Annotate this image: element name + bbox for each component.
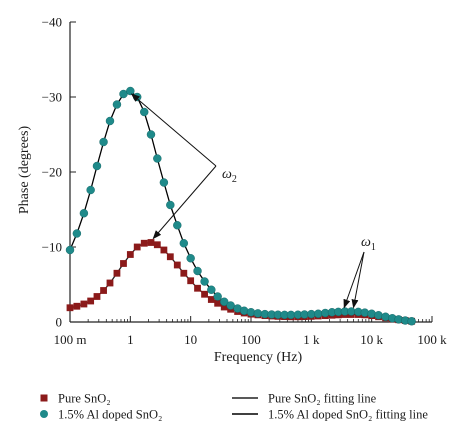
data-point [173, 221, 182, 230]
legend-marker-square [40, 394, 48, 402]
data-point [166, 200, 175, 210]
annotation-omega-2: ω2 [130, 93, 237, 240]
data-point [239, 306, 249, 315]
legend: Pure SnO₂ 1.5% Al doped SnO₂ Pure SnO₂ fit… [40, 392, 428, 422]
data-point [226, 301, 235, 310]
data-point [99, 137, 108, 147]
legend-marker-circle [40, 410, 48, 418]
data-point [207, 285, 216, 294]
data-point [126, 251, 134, 258]
legend-label: 1.5% Al doped SnO₂ fitting line [268, 408, 428, 422]
data-point [186, 254, 195, 263]
x-tick-label: 10 [184, 332, 197, 347]
axes [69, 22, 432, 323]
data-point [179, 239, 189, 248]
y-tick-label: −30 [42, 90, 62, 105]
data-point [180, 269, 188, 277]
legend-item: Pure SnO₂ [40, 392, 111, 406]
data-point [314, 309, 323, 318]
y-tick-label: 0 [56, 315, 63, 330]
data-point [79, 209, 89, 218]
data-point [72, 229, 82, 238]
data-point [253, 309, 263, 318]
data-point [207, 296, 215, 303]
annotation-omega-1: ω1 [343, 235, 376, 309]
data-point [159, 178, 169, 187]
annotation-label: ω1 [361, 235, 376, 253]
data-point [93, 293, 101, 300]
x-axis-ticks: 100 m 1 10 100 1 k 10 k 100 k [54, 316, 447, 347]
x-axis-title: Frequency (Hz) [214, 350, 303, 365]
x-tick-label: 100 [241, 332, 261, 347]
data-point [187, 277, 195, 285]
data-point [200, 277, 209, 286]
data-point [193, 266, 202, 276]
data-point [140, 107, 149, 117]
x-tick-label: 100 m [54, 332, 87, 347]
y-axis-ticks: 0 −10 −20 −30 −40 [42, 15, 76, 330]
data-point [66, 304, 74, 312]
data-point [201, 290, 208, 298]
data-point [105, 116, 115, 126]
data-point [367, 309, 376, 318]
x-tick-label: 10 k [360, 332, 383, 347]
data-point [146, 130, 156, 139]
data-point [214, 299, 222, 307]
data-point [153, 154, 162, 163]
annotation-arrow [343, 251, 365, 309]
legend-label: Pure SnO₂ fitting line [268, 392, 377, 406]
data-point [194, 284, 201, 292]
legend-label: 1.5% Al doped SnO₂ [58, 408, 162, 422]
y-tick-label: −40 [42, 15, 62, 30]
data-point [147, 239, 155, 246]
annotation-arrow [130, 93, 217, 167]
data-point [160, 246, 168, 254]
data-point [166, 253, 174, 261]
x-tick-label: 100 k [417, 332, 447, 347]
data-point [73, 302, 81, 310]
data-point [126, 86, 135, 96]
annotations: ω2 ω1 [130, 93, 376, 309]
data-point [100, 287, 107, 294]
x-tick-label: 1 k [303, 332, 320, 347]
legend-item: Pure SnO₂ fitting line [232, 392, 377, 406]
legend-label: Pure SnO₂ [58, 392, 111, 406]
data-point [173, 261, 181, 269]
data-point [140, 239, 148, 247]
data-point [106, 279, 114, 287]
data-point [220, 303, 228, 311]
y-tick-label: −20 [42, 165, 62, 180]
data-point [92, 161, 102, 171]
data-point [246, 308, 256, 317]
annotation-label: ω2 [222, 167, 237, 185]
y-tick-label: −10 [42, 240, 62, 255]
fit-lines [69, 90, 412, 322]
data-point [65, 245, 75, 255]
data-point [220, 297, 229, 306]
y-axis-title: Phase (degrees) [17, 126, 32, 215]
data-point [112, 100, 122, 109]
data-points [65, 86, 416, 326]
data-point [87, 297, 95, 305]
legend-item: 1.5% Al doped SnO₂ [40, 408, 162, 422]
series-1-5-al-doped-sno [65, 86, 416, 326]
data-point [213, 292, 222, 301]
data-point [407, 317, 416, 326]
data-point [374, 311, 383, 320]
data-point [153, 241, 161, 249]
annotation-arrow [351, 251, 365, 309]
fit-line-1-5-al-doped-sno-fitting-line [69, 90, 412, 322]
x-tick-label: 1 [127, 332, 134, 347]
data-point [86, 185, 95, 195]
legend-item: 1.5% Al doped SnO₂ fitting line [232, 408, 428, 422]
data-point [360, 308, 370, 317]
data-point [80, 300, 88, 308]
data-point [113, 269, 121, 277]
annotation-arrow [152, 165, 217, 240]
data-point [133, 243, 141, 251]
data-point [120, 260, 127, 267]
